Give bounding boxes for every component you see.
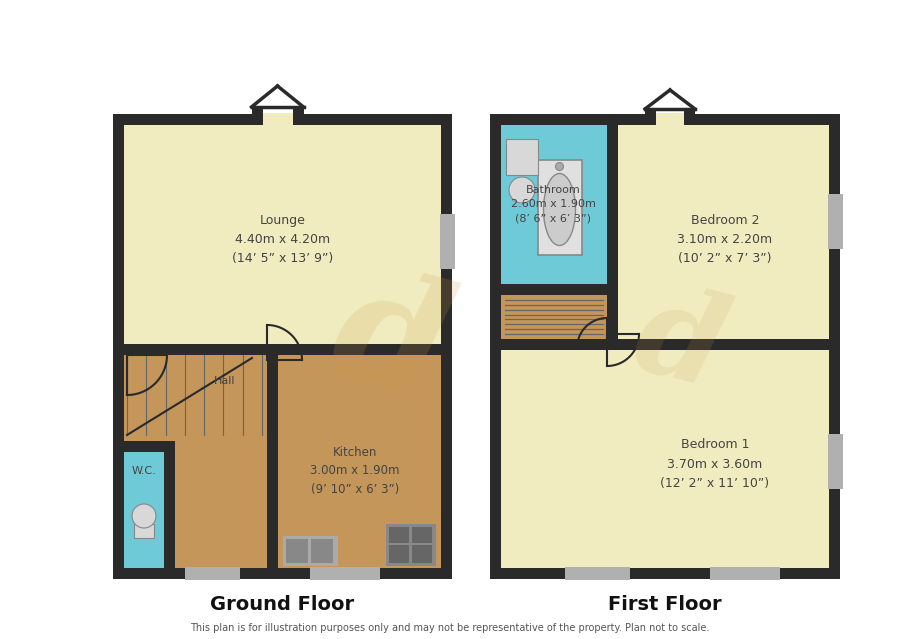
- Bar: [251, 107, 263, 125]
- Bar: [164, 441, 175, 579]
- Text: d: d: [316, 255, 464, 433]
- Circle shape: [509, 177, 535, 203]
- Bar: [490, 339, 629, 350]
- Bar: [618, 125, 829, 339]
- Bar: [441, 114, 452, 579]
- Bar: [645, 113, 695, 126]
- Bar: [278, 344, 441, 568]
- Bar: [501, 125, 618, 284]
- Bar: [490, 284, 618, 295]
- Bar: [283, 536, 338, 566]
- Bar: [607, 125, 618, 339]
- Text: Bedroom 2
3.10m x 2.20m
(10’ 2” x 7’ 3”): Bedroom 2 3.10m x 2.20m (10’ 2” x 7’ 3”): [678, 213, 772, 265]
- Text: Kitchen
3.00m x 1.90m
(9’ 10” x 6’ 3”): Kitchen 3.00m x 1.90m (9’ 10” x 6’ 3”): [310, 447, 400, 495]
- Bar: [490, 568, 840, 579]
- Bar: [310, 567, 380, 580]
- Bar: [412, 527, 432, 543]
- Bar: [828, 194, 843, 249]
- Text: Bedroom 1
3.70m x 3.60m
(12’ 2” x 11’ 10”): Bedroom 1 3.70m x 3.60m (12’ 2” x 11’ 10…: [661, 438, 770, 489]
- Bar: [389, 527, 409, 543]
- Text: Lounge
4.40m x 4.20m
(14’ 5” x 13’ 9”): Lounge 4.40m x 4.20m (14’ 5” x 13’ 9”): [232, 213, 334, 265]
- Bar: [537, 160, 581, 254]
- Bar: [565, 567, 630, 580]
- Bar: [286, 539, 308, 563]
- Bar: [292, 107, 303, 125]
- Bar: [113, 114, 452, 125]
- Text: Ground Floor: Ground Floor: [210, 594, 354, 613]
- Bar: [412, 545, 432, 563]
- Bar: [710, 567, 780, 580]
- Text: W.C.: W.C.: [131, 466, 157, 476]
- Bar: [645, 109, 656, 125]
- Bar: [501, 284, 618, 339]
- Bar: [113, 441, 175, 452]
- Text: First Floor: First Floor: [608, 594, 722, 613]
- Bar: [386, 524, 436, 566]
- Bar: [684, 109, 695, 125]
- Bar: [828, 434, 843, 489]
- Bar: [124, 344, 278, 568]
- Bar: [124, 125, 441, 344]
- Bar: [440, 214, 455, 269]
- Bar: [501, 339, 829, 568]
- Bar: [490, 114, 840, 125]
- Ellipse shape: [544, 174, 575, 245]
- Bar: [389, 545, 409, 563]
- Bar: [185, 567, 240, 580]
- Bar: [829, 114, 840, 579]
- Bar: [113, 344, 452, 355]
- Bar: [490, 114, 501, 579]
- Bar: [267, 344, 278, 579]
- Circle shape: [555, 162, 563, 171]
- Bar: [618, 339, 840, 350]
- Text: d: d: [622, 274, 738, 414]
- Text: Bathroom
2.60m x 1.90m
(8’ 6” x 6’ 3”): Bathroom 2.60m x 1.90m (8’ 6” x 6’ 3”): [510, 185, 596, 223]
- Text: This plan is for illustration purposes only and may not be representative of the: This plan is for illustration purposes o…: [190, 623, 710, 633]
- Bar: [124, 441, 175, 568]
- Bar: [113, 114, 124, 579]
- Text: Hall: Hall: [214, 376, 236, 386]
- Bar: [251, 113, 303, 126]
- Bar: [506, 139, 538, 175]
- Circle shape: [132, 504, 156, 528]
- Bar: [113, 568, 452, 579]
- Bar: [134, 524, 154, 538]
- Bar: [311, 539, 333, 563]
